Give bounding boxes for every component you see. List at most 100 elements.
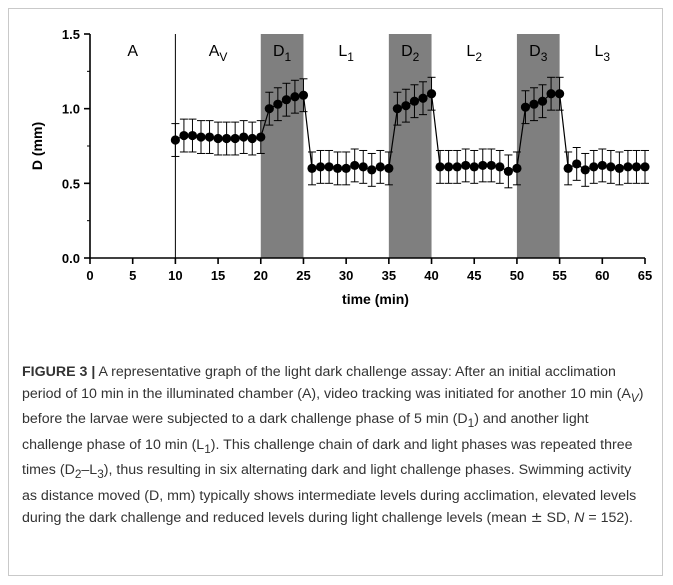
caption-text-8: = 152). — [584, 509, 633, 526]
x-tick-label-1: 5 — [129, 268, 136, 283]
figure-caption: FIGURE 3 | A representative graph of the… — [22, 362, 650, 529]
data-point — [555, 89, 565, 99]
caption-sub-5: 3 — [97, 467, 104, 482]
phase-label-5: L2 — [466, 43, 482, 64]
data-point — [614, 163, 624, 173]
x-tick-label-11: 55 — [552, 268, 566, 283]
data-point — [239, 132, 249, 142]
caption-sub-1: V — [630, 390, 639, 405]
data-point — [495, 162, 505, 172]
data-point — [418, 93, 428, 103]
data-point — [401, 101, 411, 111]
data-point — [213, 133, 223, 144]
caption-sub-4: 2 — [74, 467, 82, 482]
x-tick-label-9: 45 — [467, 268, 481, 283]
caption-text-1: A representative graph of the light dark… — [22, 364, 631, 402]
data-point — [444, 162, 454, 172]
data-point — [512, 163, 522, 173]
caption-n: N — [574, 509, 585, 526]
data-point — [546, 89, 556, 99]
y-tick-label-2: 1.0 — [62, 102, 80, 117]
data-point — [298, 90, 309, 100]
data-point — [179, 130, 189, 141]
phase-label-4: D2 — [401, 43, 420, 64]
data-point — [367, 165, 377, 175]
data-point — [486, 160, 496, 171]
y-tick-label-1: 0.5 — [62, 176, 80, 191]
data-point — [623, 162, 633, 172]
caption-text-4: ). This challenge chain of dark and ligh… — [22, 436, 633, 479]
data-point — [392, 104, 402, 114]
data-point — [589, 162, 599, 172]
phase-label-2: D1 — [273, 43, 292, 64]
y-tick-label-0: 0.0 — [62, 251, 80, 266]
data-point — [333, 163, 343, 173]
data-point — [187, 130, 198, 141]
x-axis-label: time (min) — [342, 291, 409, 307]
x-tick-label-12: 60 — [595, 268, 609, 283]
x-tick-label-8: 40 — [424, 268, 438, 283]
data-point — [375, 162, 385, 172]
caption-sub-2: 1 — [467, 416, 475, 431]
x-tick-label-0: 0 — [86, 268, 93, 283]
data-point — [315, 162, 326, 172]
data-point — [281, 95, 291, 105]
data-point — [264, 104, 274, 114]
data-point — [563, 163, 573, 173]
data-point — [196, 132, 206, 142]
x-tick-label-7: 35 — [382, 268, 396, 283]
y-axis-label: D (mm) — [29, 122, 45, 170]
data-point — [520, 102, 531, 112]
caption-text-2: ) before the larvae were subjected to a … — [22, 385, 644, 428]
caption-text-5: –L — [81, 462, 98, 479]
data-point — [572, 159, 582, 169]
caption-label: FIGURE 3 | — [22, 364, 96, 380]
data-point — [597, 160, 607, 171]
figure-frame — [8, 8, 663, 576]
data-point — [384, 163, 394, 173]
x-tick-label-2: 10 — [168, 268, 182, 283]
data-point — [273, 99, 283, 109]
caption-text-3: ) and another light challenge phase of 1… — [22, 411, 589, 453]
x-tick-label-3: 15 — [211, 268, 225, 283]
dark-phase-band-6 — [516, 34, 560, 258]
dark-phase-band-2 — [260, 34, 304, 258]
data-point — [606, 162, 616, 172]
caption-text-7: SD, — [542, 509, 575, 526]
data-point — [426, 89, 437, 99]
data-point — [290, 92, 300, 102]
data-point — [409, 96, 420, 106]
x-tick-label-13: 65 — [638, 268, 652, 283]
x-tick-label-10: 50 — [510, 268, 524, 283]
data-point — [247, 133, 257, 144]
data-point — [350, 160, 360, 171]
phase-label-3: L1 — [338, 43, 354, 64]
phase-label-7: L3 — [595, 43, 611, 64]
data-point — [537, 96, 548, 106]
phase-label-6: D3 — [529, 43, 548, 64]
data-point — [222, 133, 232, 144]
data-point — [469, 162, 479, 172]
data-point — [324, 162, 334, 172]
data-point — [230, 133, 240, 144]
data-point — [204, 132, 215, 142]
x-tick-label-4: 20 — [254, 268, 268, 283]
y-tick-label-3: 1.5 — [62, 27, 80, 42]
caption-text-6: ), thus resulting in six alternating dar… — [22, 462, 637, 526]
light-dark-chart: A AV D1 L1 D2 L2 D3 L3 0.0 0.5 1.0 1.5 0 5 10 15 20 25 30 3… — [29, 27, 652, 307]
data-point — [461, 160, 471, 171]
x-tick-label-5: 25 — [296, 268, 310, 283]
dark-phase-band-4 — [388, 34, 432, 258]
data-point — [478, 160, 488, 171]
data-point — [640, 162, 650, 172]
x-tick-label-6: 30 — [339, 268, 353, 283]
data-point — [529, 99, 539, 109]
data-point — [631, 162, 642, 172]
data-point — [170, 135, 180, 145]
data-point — [341, 163, 351, 173]
caption-sub-3: 1 — [204, 441, 211, 456]
data-point — [358, 162, 368, 172]
data-point — [452, 162, 462, 172]
data-point — [307, 163, 317, 173]
phase-label-0: A — [127, 43, 138, 60]
